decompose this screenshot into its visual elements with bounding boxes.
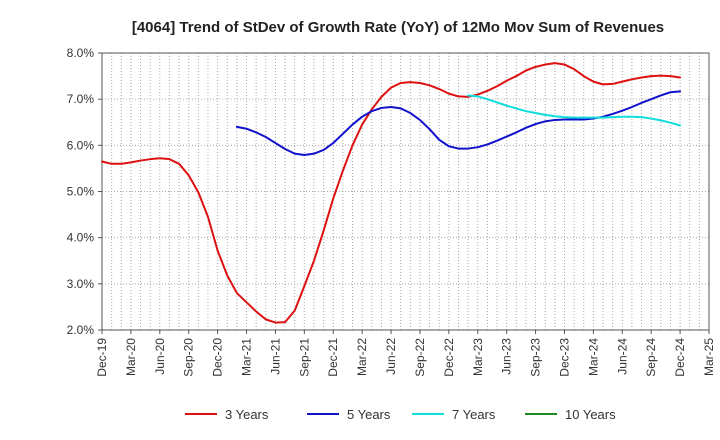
x-tick-label: Dec-20 xyxy=(211,338,225,377)
y-axis: 2.0% 3.0% 4.0% 5.0% 6.0% 7.0% 8.0% xyxy=(67,46,102,337)
x-tick-label: Sep-22 xyxy=(413,338,427,377)
x-axis: Dec-19 Mar-20 Jun-20 Sep-20 Dec-20 Mar-21 Jun-… xyxy=(95,330,716,377)
y-tick-label: 6.0% xyxy=(67,138,95,152)
x-tick-label: Sep-21 xyxy=(297,338,311,377)
grid xyxy=(102,53,709,330)
series-layer xyxy=(101,62,682,324)
x-tick-label: Sep-20 xyxy=(182,338,196,377)
x-tick-label: Sep-23 xyxy=(529,338,543,377)
legend-label-7-years: 7 Years xyxy=(452,407,496,422)
x-tick-label: Jun-24 xyxy=(615,338,629,375)
series-line-7-years xyxy=(467,94,682,127)
x-tick-label: Dec-23 xyxy=(557,338,571,377)
x-tick-label: Dec-24 xyxy=(673,338,687,377)
y-tick-label: 5.0% xyxy=(67,185,95,199)
x-tick-label: Dec-22 xyxy=(442,338,456,377)
series-line-5-years xyxy=(235,90,682,157)
x-tick-label: Dec-19 xyxy=(95,338,109,377)
x-tick-label: Jun-20 xyxy=(153,338,167,375)
x-tick-label: Mar-23 xyxy=(471,338,485,376)
y-tick-label: 4.0% xyxy=(67,231,95,245)
y-tick-label: 2.0% xyxy=(67,323,95,337)
x-tick-label: Mar-25 xyxy=(702,338,716,376)
legend-label-5-years: 5 Years xyxy=(347,407,391,422)
legend-label-10-years: 10 Years xyxy=(565,407,616,422)
legend: 3 Years 5 Years 7 Years 10 Years xyxy=(185,407,616,422)
chart-title: [4064] Trend of StDev of Growth Rate (Yo… xyxy=(132,19,664,36)
x-tick-label: Jun-23 xyxy=(500,338,514,375)
series-line-3-years xyxy=(101,62,682,324)
x-tick-label: Dec-21 xyxy=(326,338,340,377)
x-tick-label: Mar-24 xyxy=(586,338,600,376)
x-tick-label: Sep-24 xyxy=(644,338,658,377)
y-tick-label: 7.0% xyxy=(67,92,95,106)
legend-label-3-years: 3 Years xyxy=(225,407,269,422)
y-tick-label: 3.0% xyxy=(67,277,95,291)
x-tick-label: Mar-20 xyxy=(124,338,138,376)
x-tick-label: Mar-22 xyxy=(355,338,369,376)
x-tick-label: Jun-22 xyxy=(384,338,398,375)
x-tick-label: Jun-21 xyxy=(268,338,282,375)
x-tick-label: Mar-21 xyxy=(240,338,254,376)
y-tick-label: 8.0% xyxy=(67,46,95,60)
